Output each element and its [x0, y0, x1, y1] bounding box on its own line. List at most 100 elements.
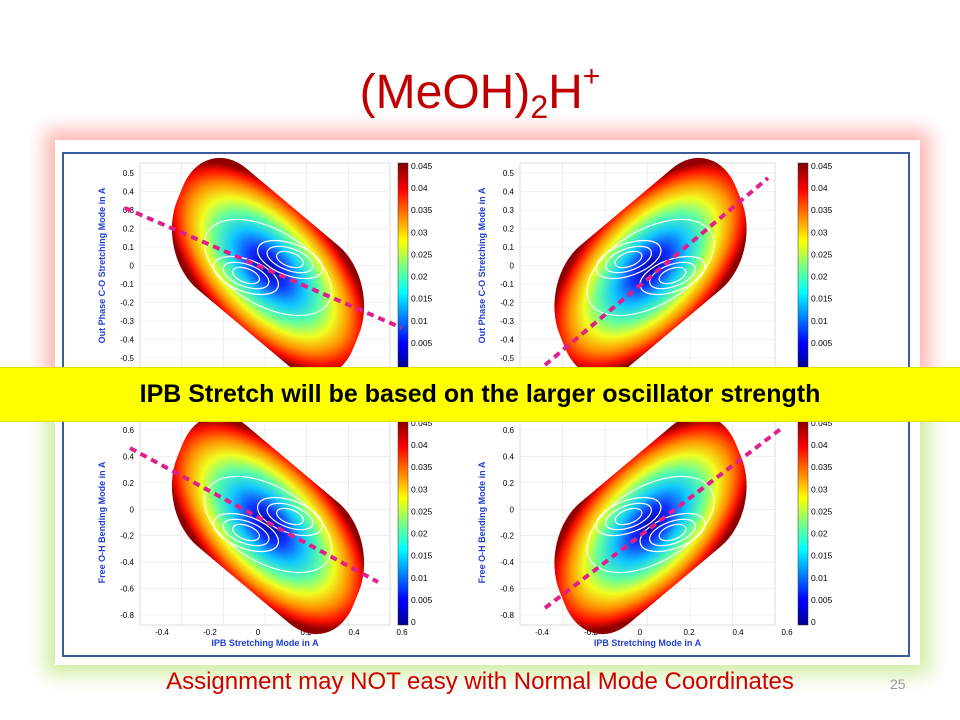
colorbar-tick-label: 0.035	[811, 462, 833, 472]
contour-line	[649, 518, 696, 547]
y-tick-label: 0.3	[503, 206, 515, 215]
y-tick-label: 0	[130, 262, 135, 271]
contour-line	[203, 218, 333, 317]
contour-line	[614, 507, 643, 526]
x-tick-label: 0.4	[732, 628, 744, 637]
dashed-mode-line	[543, 176, 770, 367]
y-tick-label: -0.5	[120, 354, 134, 363]
title-subscript: 2	[530, 89, 549, 125]
contour-line	[256, 239, 324, 280]
contour-line	[595, 496, 662, 537]
x-tick-label: 0.2	[683, 628, 695, 637]
colorbar-tick-label: 0.015	[411, 551, 433, 561]
contour-line	[232, 266, 260, 285]
contour-line	[614, 250, 643, 269]
contour-plot-bottom-left: 0.60.40.20-0.2-0.4-0.6-0.8-0.4-0.200.20.…	[85, 414, 433, 648]
colorbar-tick-label: 0.04	[811, 440, 828, 450]
x-tick-label: 0	[256, 628, 261, 637]
y-tick-label: 0.1	[503, 243, 515, 252]
contour-line	[605, 502, 652, 531]
y-tick-label: -0.4	[500, 336, 514, 345]
contour-line	[658, 266, 687, 285]
colorbar-tick-label: 0.025	[811, 249, 833, 259]
contour-plot-top-right: 0.5 0.4 0.3 0.2 0.1 0 -0.1 -0.2 -0.3 -0.4 -0.5 Out …	[465, 157, 833, 378]
contour-line	[212, 255, 280, 296]
y-tick-label: 0.6	[123, 426, 135, 435]
title-superscript: +	[582, 60, 601, 93]
y-tick-label: -0.1	[120, 280, 134, 289]
y-tick-label: -0.3	[120, 317, 134, 326]
y-tick-label: -0.1	[500, 280, 514, 289]
y-tick-label: 0.4	[123, 188, 135, 197]
highlight-banner: IPB Stretch will be based on the larger …	[0, 367, 960, 422]
contour-line	[222, 518, 270, 547]
colorbar	[797, 162, 809, 369]
y-axis-label: Out Phase C-O Stretching Mode in A	[477, 187, 487, 343]
dashed-mode-line	[543, 426, 784, 610]
contour-line	[605, 245, 652, 274]
y-tick-label: 0	[510, 262, 515, 271]
colorbar-tick-label: 0.035	[411, 205, 433, 215]
colorbar-tick-label: 0.02	[411, 272, 428, 282]
y-tick-label: 0.1	[123, 243, 135, 252]
y-tick-label: 0.5	[123, 169, 135, 178]
density-contour	[171, 157, 365, 378]
y-tick-label: -0.6	[500, 585, 514, 594]
contour-line	[232, 523, 260, 542]
colorbar-tick-label: 0.03	[411, 227, 428, 237]
x-tick-label: 0.6	[781, 628, 793, 637]
y-tick-label: -0.4	[500, 558, 514, 567]
y-tick-label: -0.6	[120, 585, 134, 594]
colorbar-tick-label: 0.02	[811, 529, 828, 539]
colorbar-tick-label: 0.035	[811, 205, 833, 215]
y-tick-label: 0.2	[123, 479, 135, 488]
y-tick-label: -0.3	[500, 317, 514, 326]
colorbar-tick-label: 0.03	[411, 484, 428, 494]
x-tick-label: 0.6	[396, 628, 408, 637]
contour-line	[649, 261, 696, 290]
title-base: (MeOH)	[359, 66, 531, 119]
title-mid: H	[548, 66, 583, 119]
colorbar-tick-label: 0.025	[411, 249, 433, 259]
colorbar-tick-label: 0.045	[411, 418, 433, 428]
colorbar-tick-label: 0.045	[411, 161, 433, 171]
colorbar-tick-label: 0.015	[811, 551, 833, 561]
x-tick-label: -0.2	[584, 628, 598, 637]
y-tick-label: -0.8	[500, 611, 514, 620]
y-tick-label: -0.2	[120, 299, 134, 308]
contour-line	[276, 507, 304, 526]
y-tick-label: 0.5	[503, 169, 515, 178]
y-tick-label: -0.2	[500, 532, 514, 541]
contour-line	[595, 239, 662, 280]
y-tick-label: 0	[130, 505, 135, 514]
y-tick-label: 0.2	[123, 225, 135, 234]
colorbar-tick-label: 0.04	[411, 183, 428, 193]
density-contour	[554, 157, 747, 378]
contour-plot-bottom-right: 0.6 0.4 0.2 0 -0.2 -0.4 -0.6 -0.8 -0.4 -0.2 0 0.2 0.…	[465, 414, 833, 648]
y-axis-label: Free O-H Bending Mode in A	[477, 461, 487, 583]
contour-line	[256, 496, 324, 537]
colorbar	[797, 419, 809, 626]
slide-title: (MeOH)2H+	[0, 60, 960, 126]
colorbar-tick-label: 0.005	[411, 595, 433, 605]
colorbar-tick-label: 0	[811, 617, 816, 627]
contour-line	[639, 512, 706, 553]
x-tick-label: 0	[638, 628, 643, 637]
colorbar-tick-label: 0.035	[411, 462, 433, 472]
colorbar-tick-label: 0.025	[411, 506, 433, 516]
y-tick-label: 0	[510, 505, 515, 514]
colorbar-tick-label: 0.045	[811, 161, 833, 171]
y-axis-label: Free O-H Bending Mode in A	[97, 461, 107, 583]
density-field	[171, 157, 365, 378]
dashed-mode-line	[129, 446, 379, 584]
y-axis-label: Out Phase C-O Stretching Mode in A	[97, 187, 107, 343]
density-field	[554, 157, 747, 378]
colorbar-tick-label: 0.025	[811, 506, 833, 516]
colorbar-tick-label: 0.03	[811, 227, 828, 237]
contour-plot-top-left: 0.50.40.30.20.10-0.1-0.2-0.3-0.4-0.5Out …	[85, 157, 433, 378]
colorbar-tick-label: 0.04	[811, 183, 828, 193]
y-tick-label: -0.4	[120, 336, 134, 345]
colorbar-tick-label: 0.02	[811, 272, 828, 282]
y-tick-label: 0.4	[503, 452, 515, 461]
